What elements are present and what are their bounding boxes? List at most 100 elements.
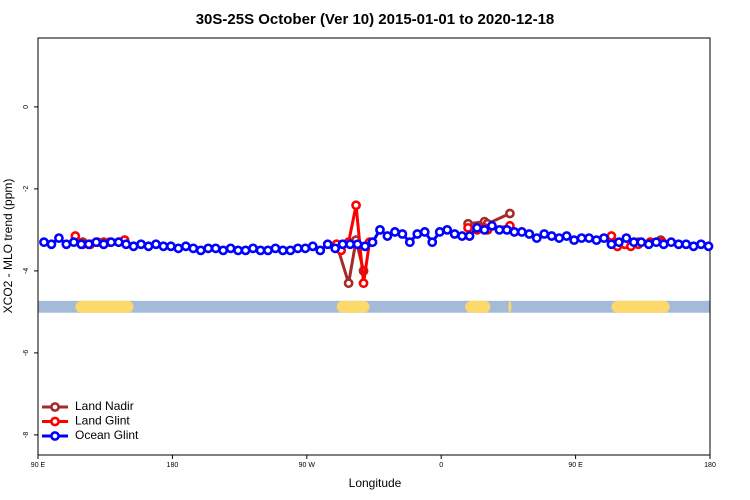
- data-point: [643, 239, 654, 250]
- data-point: [68, 237, 79, 248]
- data-point: [673, 239, 684, 250]
- data-point: [255, 245, 266, 256]
- data-point: [412, 229, 423, 239]
- data-point: [195, 245, 206, 256]
- data-point: [463, 222, 473, 233]
- chart-title: 30S-25S October (Ver 10) 2015-01-01 to 2…: [196, 11, 555, 28]
- data-point: [688, 241, 699, 252]
- data-point: [531, 233, 542, 243]
- data-point: [225, 243, 236, 254]
- legend-label: Land Glint: [75, 414, 130, 428]
- data-point: [427, 237, 438, 248]
- legend-label: Land Nadir: [75, 399, 134, 413]
- data-point: [46, 239, 57, 250]
- x-axis-label: Longitude: [349, 476, 402, 490]
- data-point: [351, 200, 361, 211]
- data-point: [599, 233, 609, 243]
- data-point: [658, 239, 669, 250]
- data-point: [61, 239, 72, 250]
- data-point: [121, 239, 132, 250]
- land-segment: [75, 300, 134, 313]
- data-point: [375, 224, 385, 235]
- x-tick-label: 0: [439, 462, 443, 469]
- land-segment: [508, 300, 512, 313]
- legend-marker: [50, 402, 60, 412]
- data-point: [203, 243, 214, 254]
- data-point: [561, 231, 572, 241]
- data-point: [494, 224, 505, 235]
- data-point: [576, 233, 587, 243]
- data-point: [546, 231, 557, 241]
- data-point: [143, 241, 154, 252]
- data-point: [307, 241, 318, 252]
- data-point: [285, 245, 296, 256]
- legend-marker: [50, 416, 60, 427]
- data-point: [449, 229, 460, 239]
- data-point: [76, 239, 87, 250]
- y-tick-label: 0: [23, 105, 30, 109]
- data-point: [166, 241, 176, 252]
- data-point: [270, 243, 281, 254]
- data-point: [397, 229, 408, 239]
- data-point: [472, 222, 482, 233]
- data-point: [390, 227, 400, 237]
- data-point: [218, 245, 229, 256]
- data-point: [404, 237, 415, 248]
- data-point: [352, 239, 363, 250]
- data-point: [479, 224, 490, 235]
- data-point: [263, 245, 273, 256]
- data-point: [91, 237, 102, 248]
- data-point: [509, 227, 520, 237]
- data-point: [442, 224, 453, 235]
- data-point: [158, 241, 169, 252]
- x-tick-label: 90 E: [31, 462, 46, 469]
- data-point: [188, 243, 199, 254]
- data-point: [113, 237, 124, 248]
- data-point: [300, 243, 311, 254]
- data-point: [636, 237, 647, 248]
- data-point: [504, 208, 515, 219]
- data-point: [382, 231, 393, 241]
- data-point: [240, 245, 251, 256]
- data-point: [180, 241, 191, 252]
- legend-marker: [50, 431, 60, 441]
- data-point: [419, 227, 430, 237]
- data-point: [434, 227, 445, 237]
- data-point: [584, 233, 594, 243]
- data-point: [457, 231, 468, 241]
- data-point: [502, 224, 512, 235]
- data-point: [666, 237, 677, 248]
- data-point: [360, 241, 370, 252]
- data-point: [606, 231, 617, 241]
- data-point: [343, 278, 354, 289]
- land-segment: [611, 300, 670, 313]
- x-tick-label: 90 W: [299, 462, 316, 469]
- data-point: [524, 229, 535, 239]
- data-point: [703, 241, 714, 252]
- data-point: [554, 233, 565, 243]
- data-point: [614, 237, 624, 248]
- data-point: [569, 235, 580, 246]
- data-point: [173, 243, 184, 254]
- x-tick-label: 180: [704, 462, 716, 469]
- data-point: [337, 239, 348, 250]
- data-point: [210, 243, 221, 254]
- data-point: [367, 237, 378, 248]
- data-point: [322, 239, 333, 250]
- data-point: [98, 239, 109, 250]
- data-point: [278, 245, 288, 256]
- data-point: [516, 227, 527, 237]
- data-point: [696, 239, 706, 250]
- legend-label: Ocean Glint: [75, 428, 139, 442]
- land-segment: [465, 300, 491, 313]
- y-tick-label: -8: [23, 432, 30, 438]
- data-point: [54, 233, 64, 243]
- data-point: [681, 239, 692, 250]
- data-point: [315, 245, 326, 256]
- data-point: [358, 278, 369, 289]
- data-point: [39, 237, 49, 248]
- data-point: [83, 239, 94, 250]
- y-axis-label: XCO2 - MLO trend (ppm): [1, 179, 15, 314]
- x-tick-label: 180: [167, 462, 179, 469]
